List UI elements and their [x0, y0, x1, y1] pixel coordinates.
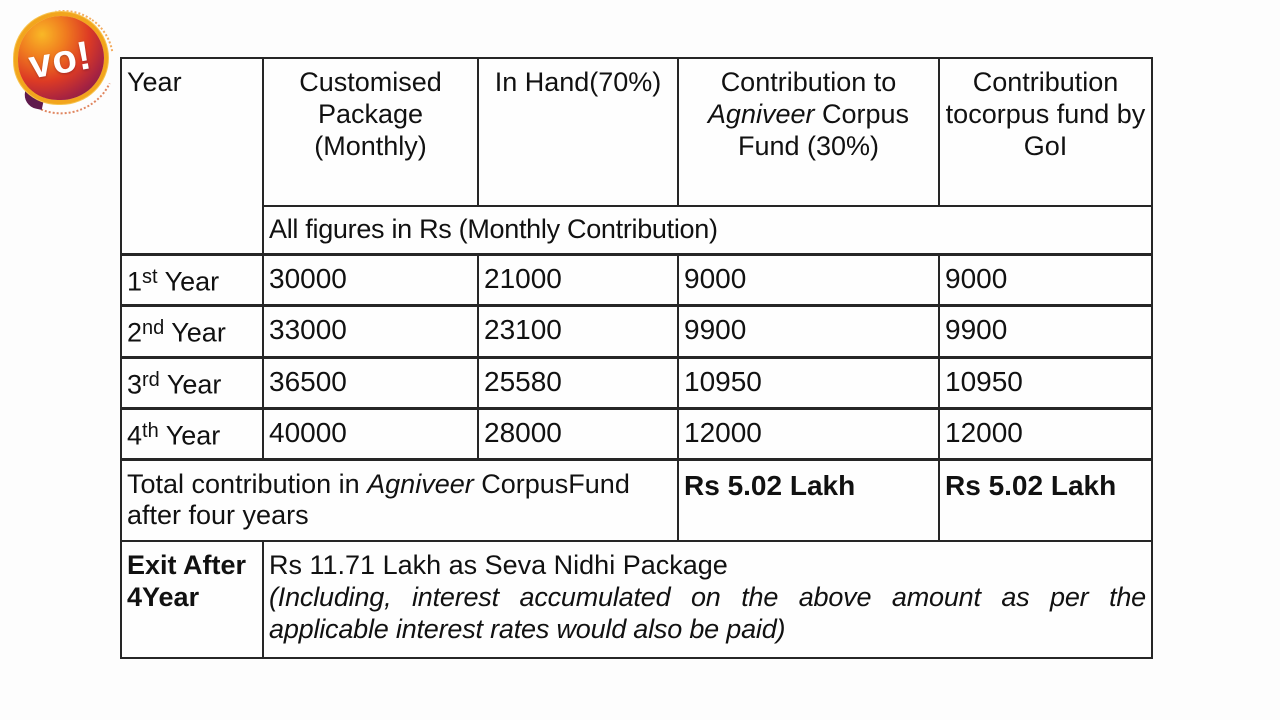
year-cell: 2nd Year — [120, 303, 264, 359]
year-number: 2 — [127, 317, 143, 348]
exit-label: Exit After 4Year — [120, 540, 264, 659]
subheader-row: All figures in Rs (Monthly Contribution) — [121, 205, 1153, 255]
total-label: Total contribution in Agniveer CorpusFun… — [120, 458, 679, 542]
table-row: 3rd Year 36500 25580 10950 10950 — [120, 355, 1153, 410]
package-value: 30000 — [262, 252, 479, 307]
total-label-suffix: CorpusFund after four years — [127, 468, 630, 531]
exit-line2: (Including, interest accumulated on the … — [269, 581, 1146, 644]
total-label-prefix: Total contribution in — [127, 468, 360, 499]
inhand-value: 25580 — [477, 355, 679, 410]
year-number: 4 — [127, 420, 143, 451]
year-cell: 1st Year — [120, 252, 264, 307]
logo-bubble — [18, 16, 104, 100]
table-row: 4th Year 40000 28000 12000 12000 — [120, 406, 1153, 461]
year-word: Year — [165, 420, 221, 451]
year-word: Year — [171, 317, 226, 348]
total-row: Total contribution in Agniveer CorpusFun… — [120, 458, 1153, 542]
col-header-goi: Contribution tocorpus fund by GoI — [938, 57, 1153, 207]
vo-logo-text: vo! — [25, 32, 96, 87]
vo-logo: vo! — [0, 0, 134, 130]
goi-value: 9900 — [938, 303, 1153, 359]
year-ordinal: nd — [142, 316, 165, 339]
year-cell: 3rd Year — [120, 355, 264, 410]
goi-value: 9000 — [938, 252, 1153, 307]
package-value: 36500 — [262, 355, 479, 410]
year-ordinal: st — [142, 265, 158, 288]
corpus-header-agniveer: Agniveer — [707, 98, 815, 129]
exit-row: Exit After 4Year Rs 11.71 Lakh as Seva N… — [120, 540, 1153, 659]
year-number: 3 — [127, 369, 143, 400]
inhand-value: 23100 — [477, 303, 679, 359]
table-row: 1st Year 30000 21000 9000 9000 — [120, 252, 1153, 307]
year-ordinal: rd — [142, 368, 160, 391]
agniveer-package-table: Year Customised Package (Monthly) In Han… — [120, 57, 1153, 659]
goi-value: 12000 — [938, 406, 1153, 461]
corpus-header-prefix: Contribution to — [720, 67, 897, 97]
corpus-value: 9000 — [677, 252, 940, 307]
package-value: 40000 — [262, 406, 479, 461]
col-header-inhand: In Hand(70%) — [477, 57, 679, 207]
total-goi-value: Rs 5.02 Lakh — [938, 458, 1153, 542]
corpus-header-suffix: Corpus Fund (30%) — [737, 98, 910, 161]
year-word: Year — [166, 369, 222, 400]
subheader-note: All figures in Rs (Monthly Contribution) — [262, 205, 1153, 255]
col-header-year: Year — [120, 57, 264, 255]
year-ordinal: th — [142, 419, 159, 442]
package-value: 33000 — [262, 303, 479, 359]
goi-value: 10950 — [938, 355, 1153, 410]
col-header-package: Customised Package (Monthly) — [262, 57, 479, 207]
year-word: Year — [164, 266, 220, 297]
inhand-value: 21000 — [477, 252, 679, 307]
year-number: 1 — [127, 266, 143, 297]
corpus-value: 12000 — [677, 406, 940, 461]
corpus-value: 9900 — [677, 303, 940, 359]
corpus-value: 10950 — [677, 355, 940, 410]
total-corpus-value: Rs 5.02 Lakh — [677, 458, 940, 542]
inhand-value: 28000 — [477, 406, 679, 461]
year-cell: 4th Year — [120, 406, 264, 461]
exit-line1: Rs 11.71 Lakh as Seva Nidhi Package — [269, 550, 728, 580]
exit-details: Rs 11.71 Lakh as Seva Nidhi Package (Inc… — [262, 540, 1153, 659]
header-row: Year Customised Package (Monthly) In Han… — [120, 57, 1153, 255]
col-header-corpus: Contribution to Agniveer Corpus Fund (30… — [677, 57, 940, 207]
total-label-agniveer: Agniveer — [367, 468, 474, 499]
table-row: 2nd Year 33000 23100 9900 9900 — [120, 303, 1153, 359]
